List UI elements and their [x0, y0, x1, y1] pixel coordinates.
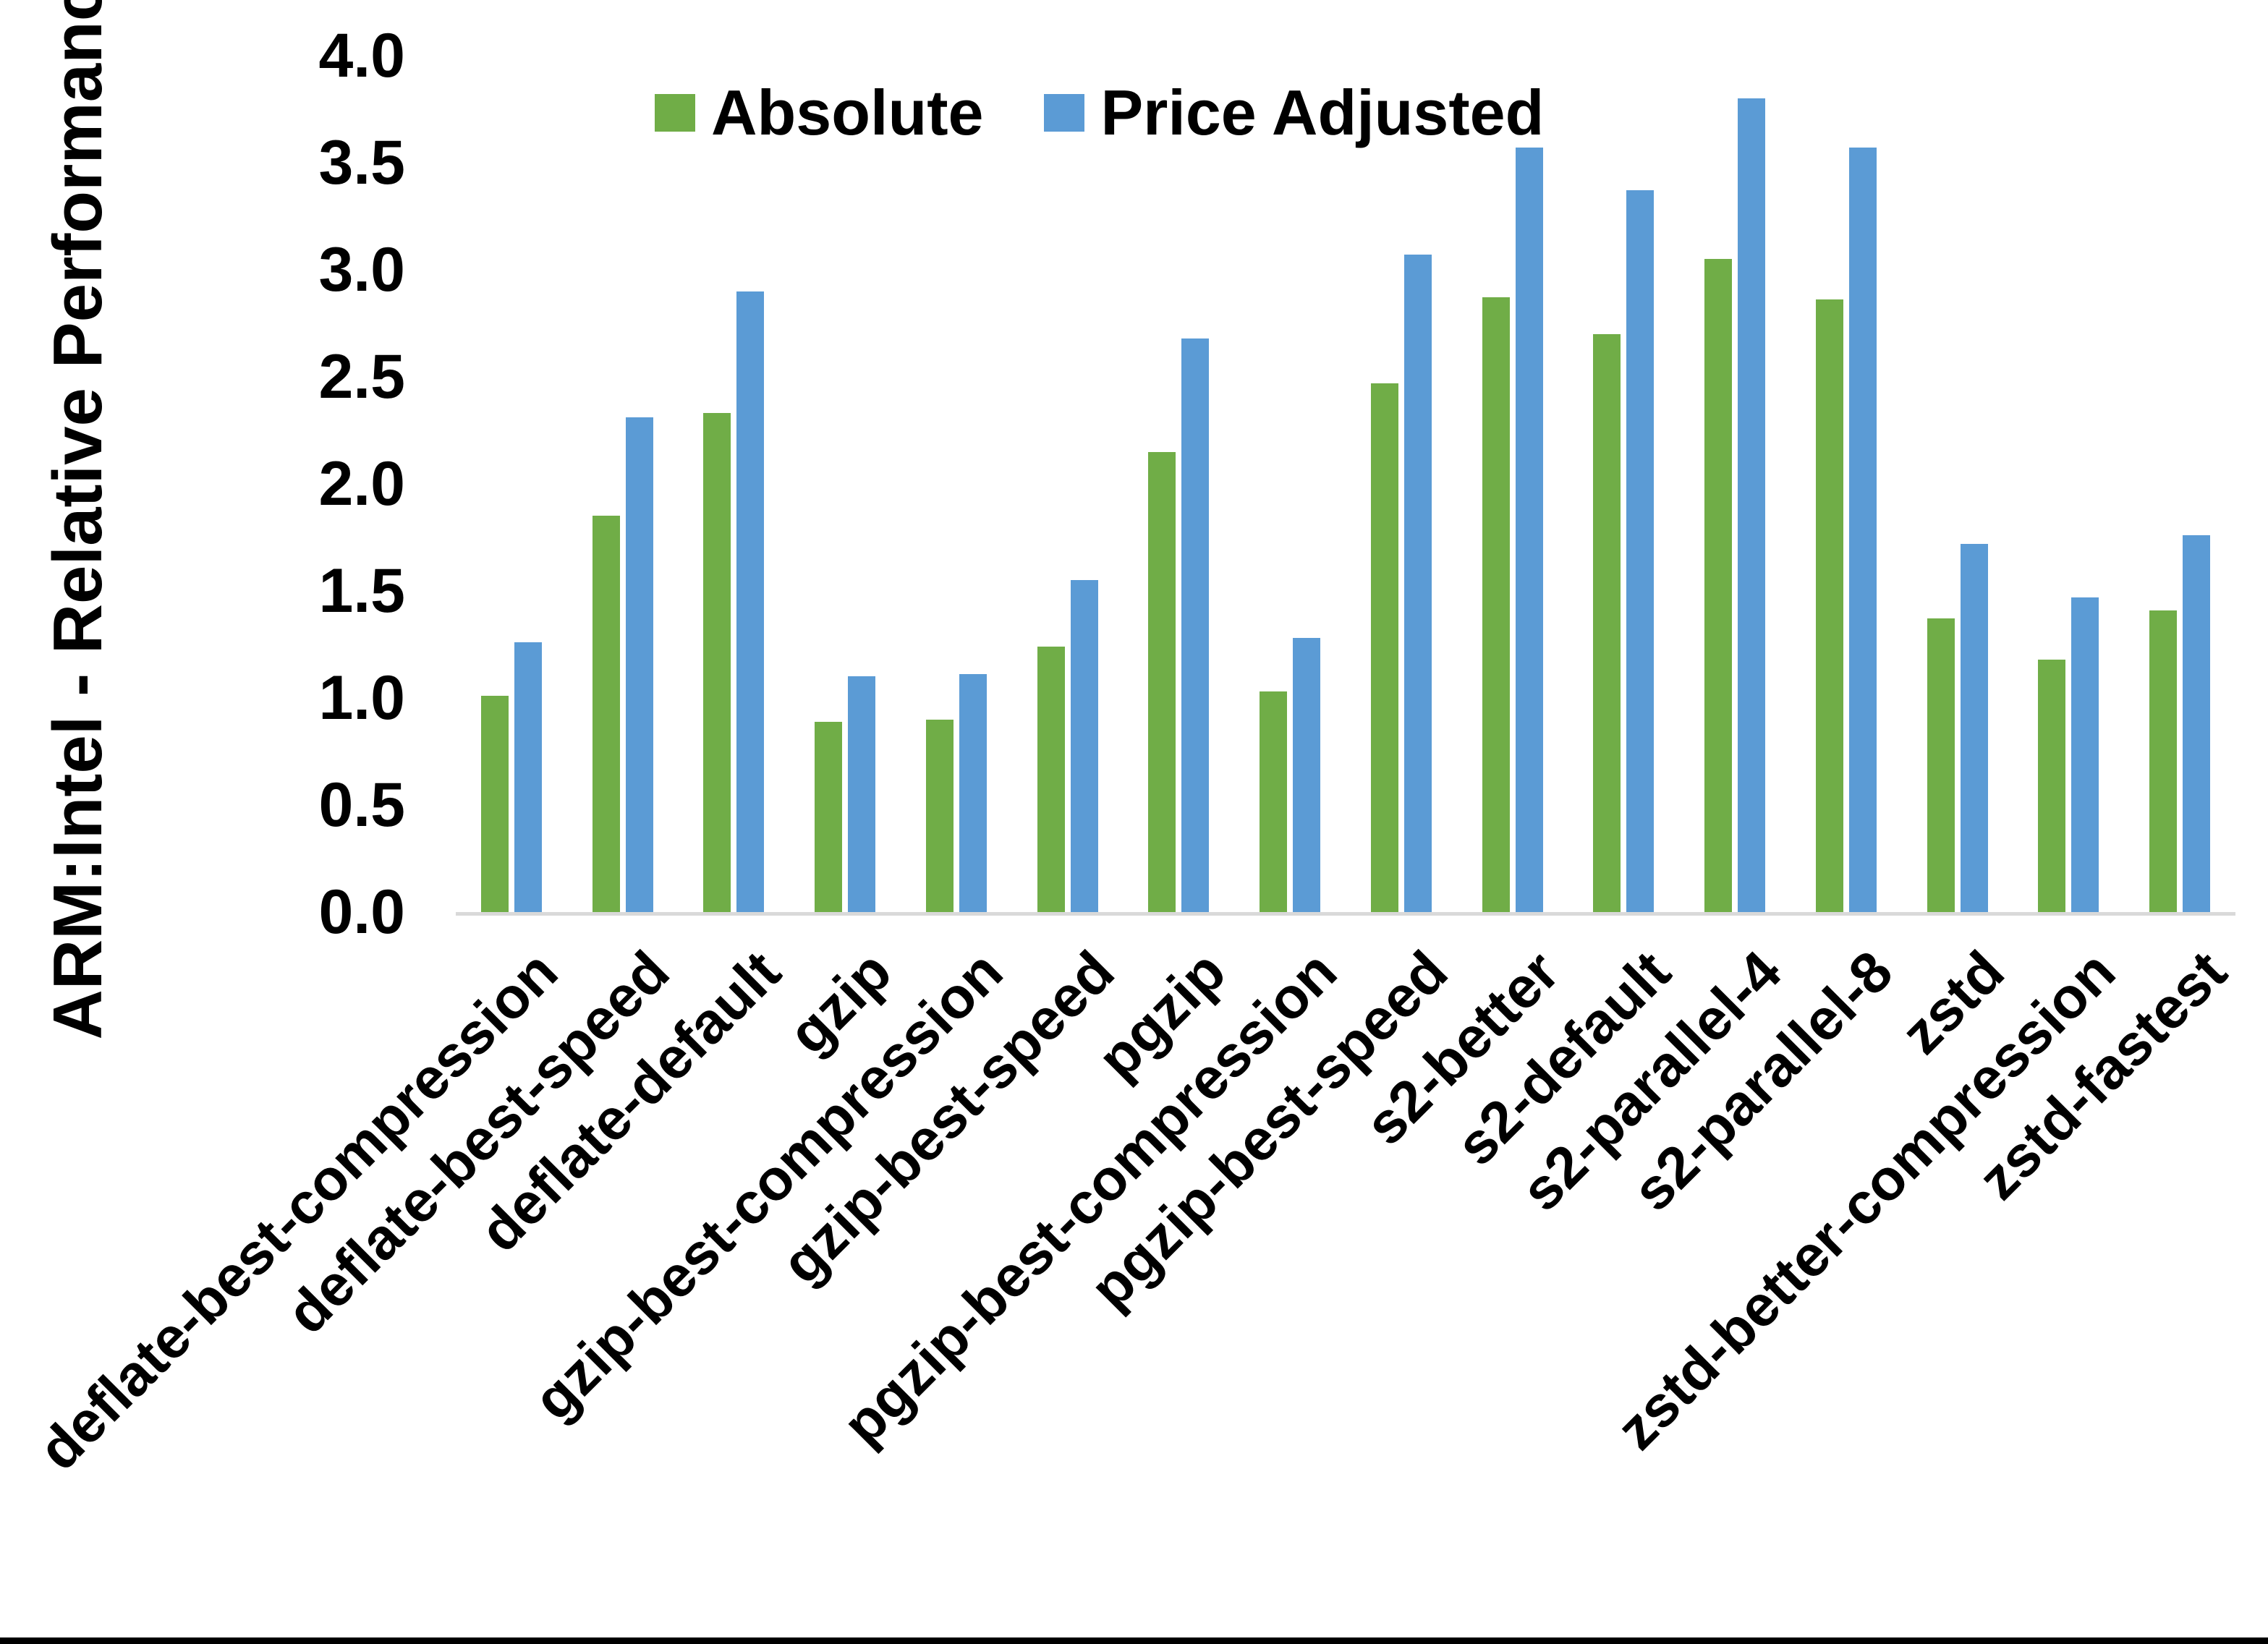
- bar-price-adjusted-gzip: [848, 676, 876, 912]
- bar-price-adjusted-pgzip-best-speed: [1403, 255, 1432, 912]
- y-tick-label: 0.5: [318, 770, 405, 840]
- bar-absolute-zstd-fastest: [2149, 610, 2178, 912]
- bar-price-adjusted-zstd: [1960, 543, 1988, 912]
- bar-price-adjusted-s2-better: [1515, 148, 1543, 912]
- bar-absolute-deflate-default: [703, 413, 731, 912]
- bar-price-adjusted-pgzip: [1181, 338, 1210, 912]
- y-tick-label: 4.0: [318, 21, 405, 90]
- bar-absolute-gzip: [815, 721, 843, 912]
- bar-absolute-s2-default: [1593, 333, 1621, 912]
- bar-absolute-zstd: [1927, 618, 1955, 912]
- bar-absolute-deflate-best-compression: [480, 696, 509, 912]
- bottom-border-bar: [0, 1637, 2268, 1644]
- y-tick-label: 3.0: [318, 235, 405, 304]
- bar-price-adjusted-s2-parallel-8: [1848, 148, 1877, 912]
- bar-absolute-gzip-best-speed: [1037, 646, 1065, 912]
- y-tick-label: 0.0: [318, 877, 405, 947]
- bar-price-adjusted-s2-parallel-4: [1738, 98, 1766, 912]
- y-tick-label: 2.0: [318, 449, 405, 519]
- bar-price-adjusted-deflate-best-compression: [514, 642, 542, 912]
- bar-price-adjusted-pgzip-best-compression: [1293, 638, 1321, 912]
- y-tick-label: 1.0: [318, 663, 405, 733]
- legend-item-absolute: Absolute: [655, 76, 983, 150]
- y-tick-label: 3.5: [318, 128, 405, 197]
- bar-price-adjusted-deflate-default: [736, 291, 765, 912]
- bar-price-adjusted-gzip-best-compression: [959, 674, 987, 912]
- bar-absolute-zstd-better-compression: [2038, 659, 2066, 912]
- bar-absolute-pgzip-best-speed: [1370, 383, 1398, 912]
- bar-absolute-s2-parallel-8: [1815, 299, 1843, 912]
- bar-absolute-pgzip: [1148, 451, 1176, 912]
- bar-absolute-s2-better: [1482, 297, 1510, 912]
- bar-price-adjusted-gzip-best-speed: [1070, 580, 1098, 912]
- y-axis-title: ARM:Intel - Relative Performance: [39, 0, 116, 1040]
- bar-absolute-gzip-best-compression: [925, 719, 954, 912]
- price-adjusted-series-swatch-icon: [1044, 94, 1085, 132]
- y-tick-label: 1.5: [318, 556, 405, 626]
- bar-price-adjusted-zstd-better-compression: [2071, 597, 2099, 912]
- legend-label-absolute: Absolute: [711, 77, 984, 148]
- bar-absolute-pgzip-best-compression: [1260, 691, 1288, 912]
- bar-price-adjusted-s2-default: [1626, 190, 1655, 912]
- legend-item-price-adjusted: Price Adjusted: [1044, 76, 1544, 150]
- bar-absolute-s2-parallel-4: [1704, 259, 1733, 912]
- bar-price-adjusted-zstd-fastest: [2183, 535, 2211, 912]
- absolute-series-swatch-icon: [655, 94, 695, 132]
- bar-price-adjusted-deflate-best-speed: [625, 417, 653, 912]
- legend: Absolute Price Adjusted: [655, 76, 1544, 150]
- legend-label-price-adjusted: Price Adjusted: [1100, 77, 1545, 148]
- y-tick-label: 2.5: [318, 342, 405, 412]
- plot-area: [456, 56, 2235, 916]
- bar-absolute-deflate-best-speed: [592, 516, 620, 912]
